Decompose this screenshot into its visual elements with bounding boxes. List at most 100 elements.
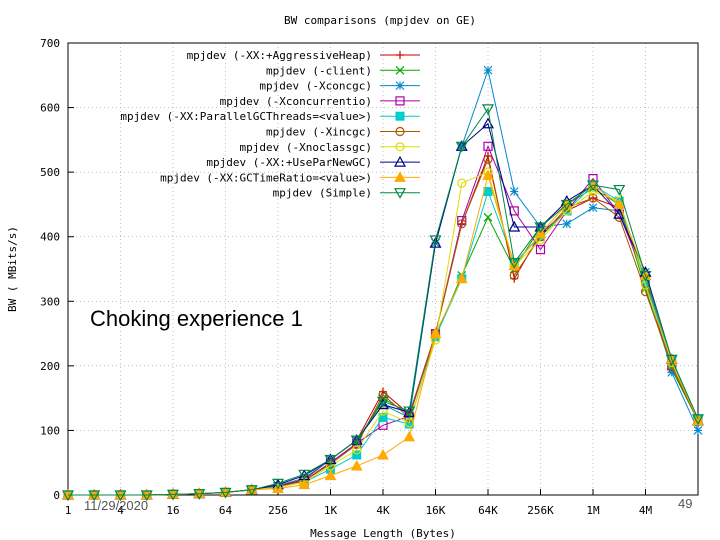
- data-point: [429, 235, 442, 247]
- grid: [68, 43, 698, 495]
- data-point: [481, 104, 495, 116]
- x-tick-label: 256K: [527, 504, 554, 517]
- data-point: [586, 180, 600, 192]
- legend-label: mpjdev (-XX:GCTimeRatio=<value>): [160, 171, 372, 184]
- legend-swatch-marker: [396, 51, 404, 59]
- data-point: [691, 414, 705, 426]
- data-point: [508, 259, 521, 271]
- data-point: [588, 203, 598, 213]
- data-point: [640, 287, 651, 297]
- data-point: [193, 489, 206, 500]
- legend: mpjdev (-XX:+AggressiveHeap) mpjdev (-cli…: [120, 49, 420, 200]
- y-tick-label: 500: [40, 166, 60, 179]
- y-tick-label: 600: [40, 102, 60, 115]
- data-point: [376, 398, 390, 410]
- legend-label: mpjdev (-Xconcgc): [259, 80, 372, 93]
- data-point: [535, 245, 546, 255]
- series-line: [68, 107, 699, 496]
- y-tick-label: 0: [53, 489, 60, 502]
- data-point: [562, 219, 572, 229]
- series-line: [68, 171, 699, 496]
- legend-label: mpjdev (-XX:+AggressiveHeap): [187, 49, 372, 62]
- data-point: [429, 236, 442, 248]
- y-tick-label: 700: [40, 37, 60, 50]
- legend-swatch-marker: [393, 188, 407, 199]
- data-point: [324, 469, 337, 481]
- x-tick-label: 1: [65, 504, 72, 517]
- data-point: [483, 141, 493, 151]
- y-axis-ticks: 0 100 200 300 400 500 600 700: [40, 37, 74, 502]
- data-point: [667, 367, 677, 377]
- data-point: [509, 187, 519, 196]
- data-point: [508, 257, 521, 269]
- data-point: [350, 459, 363, 471]
- data-point: [114, 490, 127, 502]
- data-point: [613, 184, 626, 196]
- x-tick-label: 64K: [478, 504, 498, 517]
- x-tick-label: 1K: [324, 504, 338, 517]
- legend-swatch-marker: [395, 111, 405, 121]
- y-tick-label: 400: [40, 231, 60, 244]
- legend-label: mpjdev (-Xnoclassgc): [240, 141, 372, 154]
- legend-swatch-marker: [395, 65, 405, 75]
- data-point: [166, 489, 180, 501]
- x-tick-label: 64: [219, 504, 233, 517]
- data-point: [403, 406, 416, 418]
- data-point: [639, 270, 652, 282]
- footer-date: 11/29/2020: [84, 498, 149, 513]
- y-tick-label: 200: [40, 360, 60, 373]
- data-point: [140, 490, 153, 502]
- data-point: [219, 487, 232, 499]
- data-point: [588, 193, 598, 203]
- data-point: [298, 478, 311, 490]
- data-point: [429, 327, 442, 339]
- data-point: [482, 169, 494, 180]
- data-point: [403, 430, 416, 442]
- legend-swatch-marker: [395, 142, 405, 152]
- data-point: [88, 490, 101, 502]
- data-point: [352, 450, 362, 460]
- data-point: [614, 206, 624, 216]
- legend-swatch-marker: [393, 155, 407, 167]
- legend-swatch-marker: [395, 126, 405, 137]
- data-point: [534, 222, 547, 234]
- data-point: [324, 454, 337, 466]
- x-tick-label: 16: [166, 504, 179, 517]
- data-point: [455, 141, 468, 153]
- data-point: [693, 426, 703, 435]
- legend-swatch-marker: [395, 81, 405, 90]
- y-axis-label: BW ( MBits/s): [6, 226, 19, 312]
- data-point: [613, 198, 626, 209]
- data-point: [377, 448, 389, 460]
- legend-label: mpjdev (-XX:ParallelGCThreads=<value>): [120, 110, 372, 123]
- page-number: 49: [678, 496, 693, 511]
- legend-swatch-marker: [394, 171, 406, 182]
- data-point: [560, 199, 573, 211]
- data-point: [245, 485, 258, 497]
- data-point: [376, 396, 390, 408]
- data-point: [61, 490, 75, 502]
- data-point: [613, 207, 626, 219]
- data-point: [350, 435, 363, 447]
- x-axis-label: Message Length (Bytes): [310, 527, 456, 540]
- series-lines: [61, 65, 705, 502]
- data-point: [509, 270, 519, 281]
- x-tick-label: 256: [268, 504, 288, 517]
- x-tick-label: 4K: [376, 504, 390, 517]
- legend-swatch-marker: [395, 96, 405, 106]
- legend-label: mpjdev (-XX:+UseParNewGC): [206, 156, 372, 169]
- legend-label: mpjdev (-Xconcurrentio): [220, 95, 372, 108]
- x-axis-ticks: 1 4 16 64 256 1K 4K 16K 64K 256K 1M 4M: [65, 489, 652, 517]
- data-point: [298, 469, 311, 481]
- legend-label: mpjdev (Simple): [273, 187, 372, 200]
- data-point: [508, 220, 521, 232]
- legend-label: mpjdev (-client): [266, 64, 372, 77]
- y-tick-label: 300: [40, 295, 60, 308]
- series-9: [61, 104, 705, 502]
- data-point: [483, 65, 493, 75]
- data-point: [271, 478, 285, 490]
- data-point: [457, 219, 467, 229]
- data-point: [483, 212, 493, 222]
- data-point: [457, 178, 467, 188]
